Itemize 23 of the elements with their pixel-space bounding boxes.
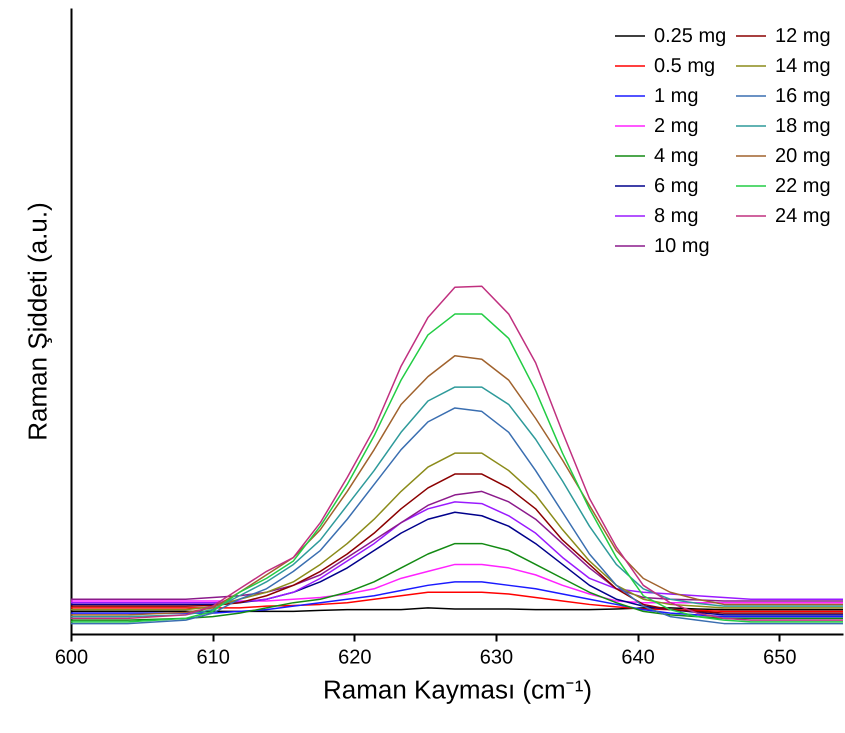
legend-label: 20 mg: [775, 145, 831, 167]
legend-label: 0.25 mg: [654, 25, 726, 47]
legend-label: 14 mg: [775, 55, 831, 77]
legend-label: 1 mg: [654, 85, 698, 107]
legend-label: 0.5 mg: [654, 55, 716, 77]
x-tick-label: 640: [621, 646, 655, 668]
legend-label: 22 mg: [775, 175, 831, 197]
legend-label: 12 mg: [775, 25, 831, 47]
x-axis-title: Raman Kayması (cm⁻¹): [322, 674, 592, 704]
legend-label: 24 mg: [775, 205, 831, 227]
x-tick-label: 610: [196, 646, 230, 668]
x-tick-label: 620: [338, 646, 372, 668]
y-axis-title: Raman Şiddeti (a.u.): [22, 202, 52, 441]
x-tick-label: 630: [480, 646, 514, 668]
legend-label: 8 mg: [654, 205, 698, 227]
x-tick-label: 600: [54, 646, 88, 668]
legend-label: 10 mg: [654, 235, 710, 257]
legend-label: 4 mg: [654, 145, 698, 167]
legend-label: 16 mg: [775, 85, 831, 107]
legend-label: 2 mg: [654, 115, 698, 137]
legend-label: 18 mg: [775, 115, 831, 137]
legend-label: 6 mg: [654, 175, 698, 197]
x-tick-label: 650: [763, 646, 796, 668]
